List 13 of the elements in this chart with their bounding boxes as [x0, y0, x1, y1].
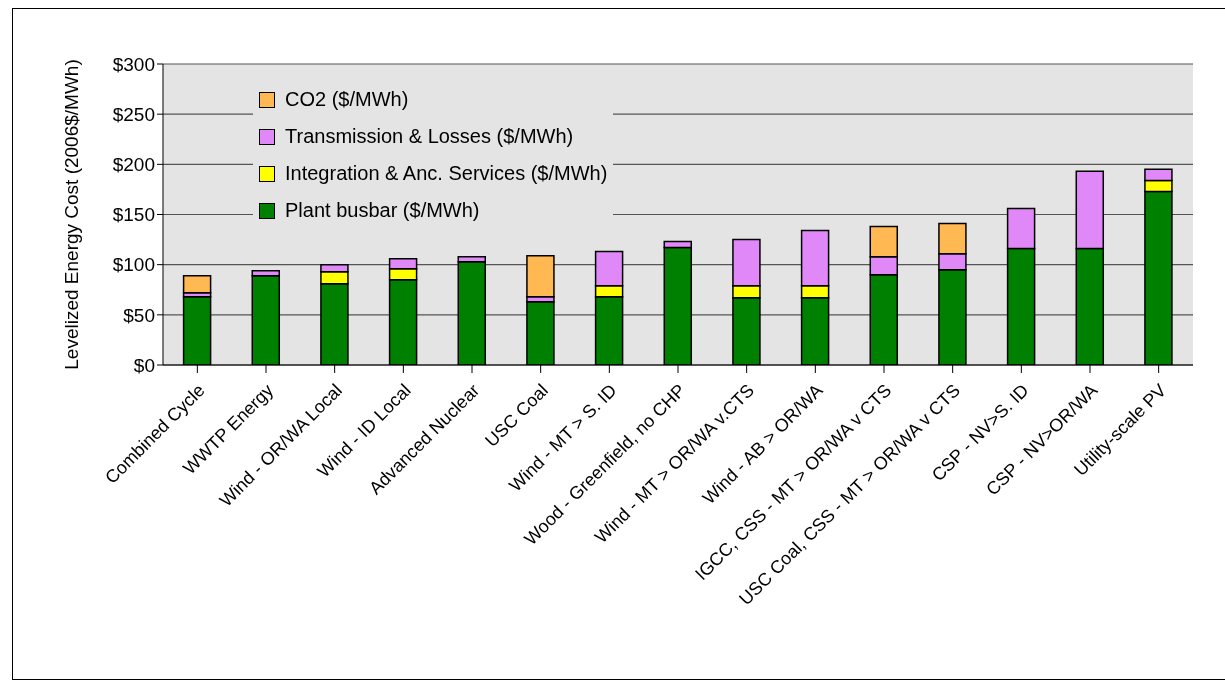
- legend-label: Transmission & Losses ($/MWh): [285, 125, 574, 148]
- y-axis-title: Levelized Energy Cost (2006$/MWh): [60, 59, 82, 370]
- y-tick-label: $150: [112, 204, 155, 226]
- bar: [182, 274, 212, 294]
- legend-label: Plant busbar ($/MWh): [285, 199, 480, 222]
- y-tick-label: $0: [133, 354, 155, 376]
- y-tick-label: $250: [112, 103, 155, 125]
- legend-label: CO2 ($/MWh): [285, 88, 409, 111]
- y-tick-label: $50: [123, 304, 155, 326]
- legend-label: Integration & Anc. Services ($/MWh): [285, 162, 608, 185]
- y-tick-label: $200: [112, 154, 155, 176]
- y-tick-label: $300: [112, 53, 155, 75]
- y-tick-label: $100: [112, 254, 155, 276]
